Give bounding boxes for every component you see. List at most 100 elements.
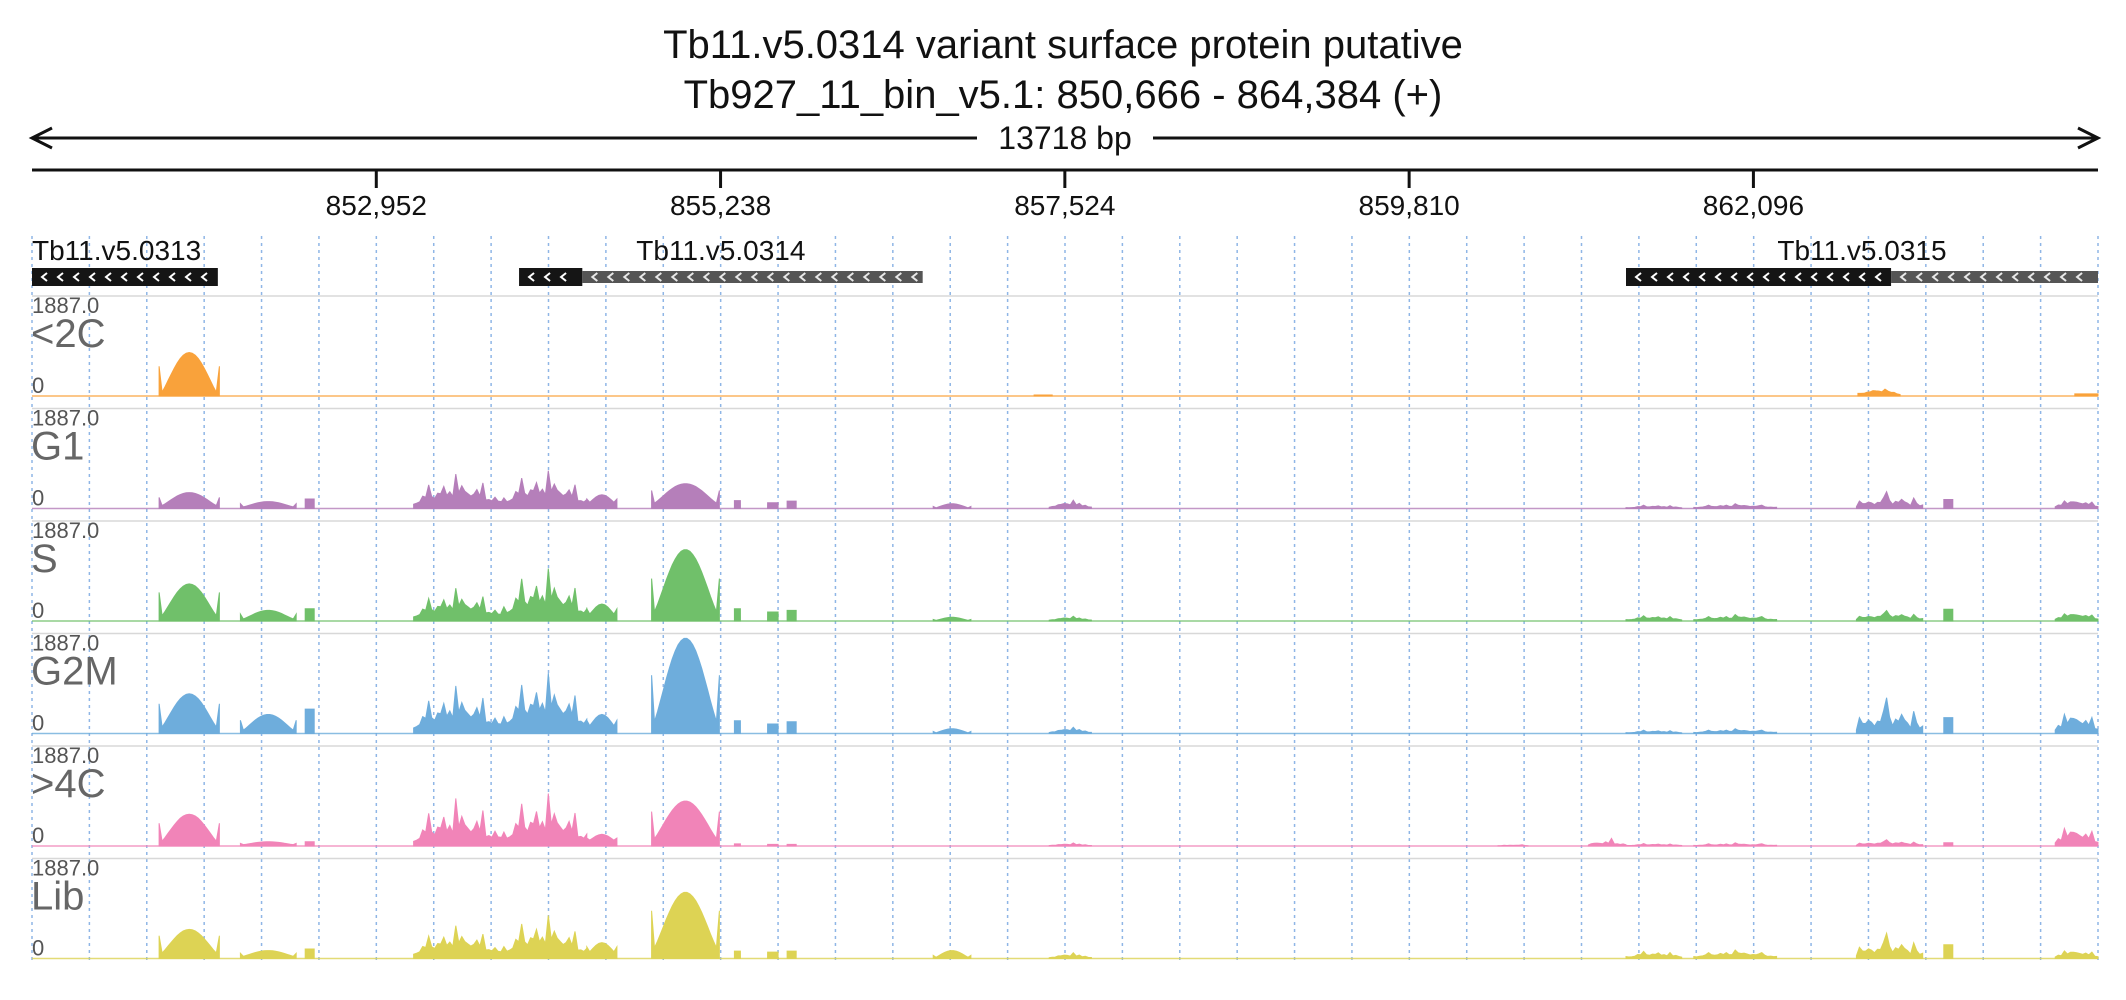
coverage-area <box>786 950 797 959</box>
track-name-label: G2M <box>31 650 118 694</box>
strand-chevron <box>830 272 838 282</box>
strand-chevron <box>40 272 48 282</box>
coverage-area <box>1943 842 1954 847</box>
coverage-area <box>1857 388 1901 397</box>
span-length-label: 13718 bp <box>998 120 1131 156</box>
coverage-area <box>158 583 220 622</box>
coverage-area <box>413 798 502 847</box>
strand-chevron <box>606 272 614 282</box>
coverage-area <box>500 793 588 847</box>
strand-chevron <box>718 272 726 282</box>
coverage-area <box>932 616 972 622</box>
coverage-area <box>1048 842 1092 847</box>
coverage-area <box>500 568 588 622</box>
coverage-area <box>500 470 588 509</box>
strand-chevron <box>527 272 535 282</box>
coverage-area <box>1855 490 1924 509</box>
strand-chevron <box>1874 272 1882 282</box>
coverage-area <box>651 637 720 734</box>
coverage-area <box>932 728 972 734</box>
coverage-area <box>413 588 502 622</box>
coverage-area <box>767 951 779 959</box>
strand-chevron <box>686 272 694 282</box>
coverage-area <box>1943 717 1954 734</box>
coverage-area <box>239 714 297 734</box>
coverage-area <box>239 950 297 959</box>
x-tick-label: 855,238 <box>670 190 771 221</box>
coverage-area <box>413 925 502 959</box>
coverage-area <box>586 833 618 847</box>
strand-chevron <box>168 272 176 282</box>
strand-chevron <box>1762 272 1770 282</box>
coverage-area <box>413 474 502 509</box>
gene-cds-block <box>519 268 583 286</box>
coverage-area <box>733 608 741 622</box>
gene-label: Tb11.v5.0314 <box>636 235 805 266</box>
gene-cds-block <box>1626 268 1892 286</box>
track-name-label: >4C <box>31 762 106 806</box>
coverage-area <box>1625 729 1683 734</box>
strand-chevron <box>72 272 80 282</box>
track-ymax-label: 1887.0 <box>32 293 99 318</box>
track-ymax-label: 1887.0 <box>32 743 99 768</box>
coverage-area <box>1943 499 1954 509</box>
strand-chevron <box>120 272 128 282</box>
coverage-area <box>786 500 797 509</box>
strand-chevron <box>1899 272 1907 282</box>
coverage-area <box>1048 726 1092 734</box>
track-name-label: <2C <box>31 312 106 356</box>
coverage-area <box>651 549 720 622</box>
coverage-area <box>1048 615 1092 622</box>
strand-chevron <box>782 272 790 282</box>
chart-subtitle: Tb927_11_bin_v5.1: 850,666 - 864,384 (+) <box>683 73 1443 117</box>
track-ymax-label: 1887.0 <box>32 406 99 431</box>
strand-chevron <box>2027 272 2035 282</box>
strand-chevron <box>638 272 646 282</box>
strand-chevron <box>1979 272 1987 282</box>
coverage-area <box>1625 843 1683 847</box>
gene-label: Tb11.v5.0313 <box>32 235 201 266</box>
x-tick-label: 857,524 <box>1014 190 1115 221</box>
strand-chevron <box>2011 272 2019 282</box>
strand-chevron <box>1746 272 1754 282</box>
strand-chevron <box>1995 272 2003 282</box>
coverage-area <box>586 494 618 509</box>
coverage-area <box>1497 844 1529 847</box>
strand-chevron <box>1634 272 1642 282</box>
coverage-area <box>158 813 220 847</box>
strand-chevron <box>622 272 630 282</box>
coverage-area <box>767 502 779 509</box>
coverage-area <box>1625 615 1683 622</box>
coverage-track: 1887.0 0 S <box>31 518 2099 623</box>
strand-chevron <box>1730 272 1738 282</box>
strand-chevron <box>1810 272 1818 282</box>
strand-chevron <box>1698 272 1706 282</box>
strand-chevron <box>862 272 870 282</box>
coverage-area <box>304 948 315 959</box>
track-name-label: G1 <box>31 425 84 469</box>
coverage-area <box>767 723 779 734</box>
strand-chevron <box>1682 272 1690 282</box>
coverage-area <box>158 351 220 397</box>
coverage-track: 1887.0 0 Lib <box>31 856 2099 961</box>
coverage-area <box>1693 613 1778 622</box>
gene-track: Tb11.v5.0313 Tb11.v5.0314 Tb11.v5.0315 <box>32 235 2098 286</box>
span-arrowhead-left <box>28 126 53 150</box>
track-name-label: Lib <box>31 875 84 919</box>
x-tick-label: 859,810 <box>1359 190 1460 221</box>
coverage-area <box>733 950 741 959</box>
strand-chevron <box>1714 272 1722 282</box>
coverage-area <box>786 609 797 622</box>
gene-label: Tb11.v5.0315 <box>1777 235 1946 266</box>
strand-chevron <box>1947 272 1955 282</box>
coverage-area <box>239 501 297 509</box>
coverage-area <box>1693 503 1778 509</box>
coverage-area <box>2054 613 2099 622</box>
strand-chevron <box>654 272 662 282</box>
strand-chevron <box>814 272 822 282</box>
coverage-track: 1887.0 0 G2M <box>31 631 2099 736</box>
coverage-area <box>932 950 972 959</box>
coverage-area <box>1855 697 1924 734</box>
strand-chevron <box>1650 272 1658 282</box>
